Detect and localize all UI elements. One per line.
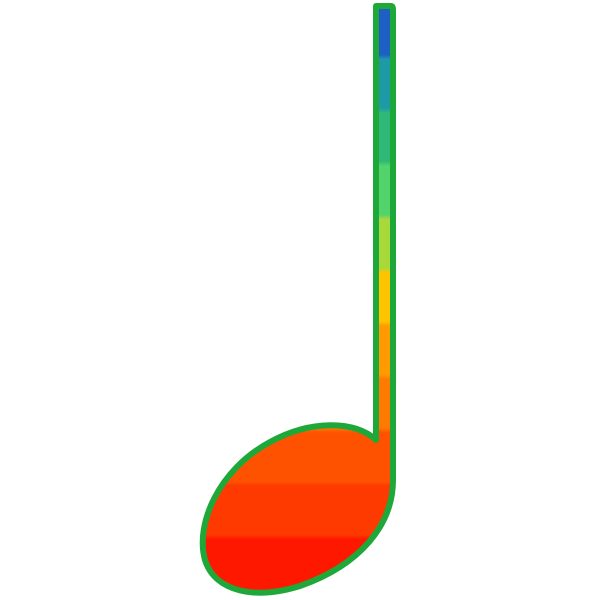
note-head: [199, 3, 396, 596]
